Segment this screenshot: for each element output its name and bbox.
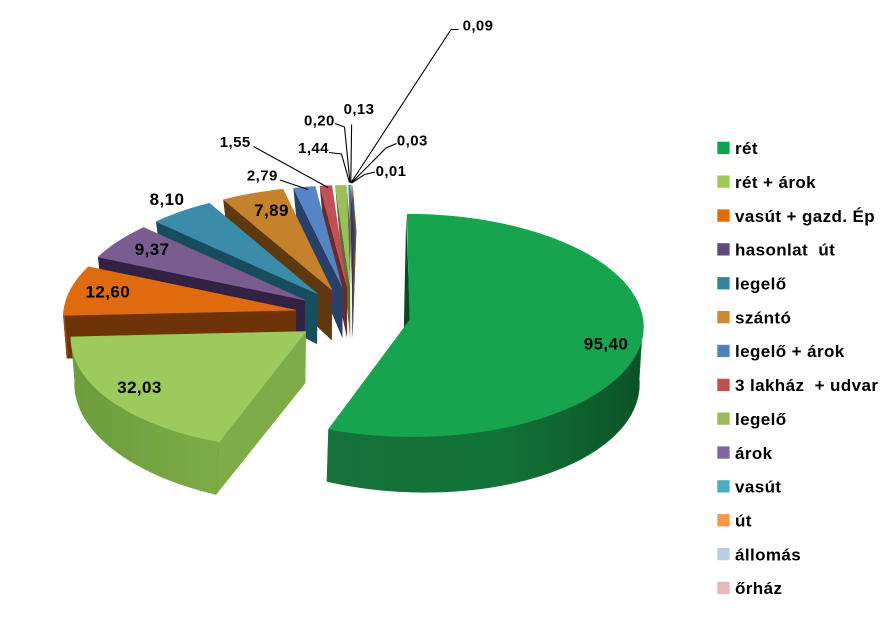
svg-text:vasút: vasút — [735, 478, 781, 497]
svg-text:0,01: 0,01 — [376, 163, 407, 180]
svg-text:rét: rét — [735, 139, 758, 158]
svg-text:7,89: 7,89 — [254, 201, 289, 220]
svg-text:8,10: 8,10 — [150, 190, 185, 209]
svg-text:rét + árok: rét + árok — [735, 173, 816, 192]
svg-text:hasonlat út: hasonlat út — [735, 241, 835, 260]
svg-text:út: út — [735, 512, 752, 531]
svg-text:32,03: 32,03 — [117, 378, 162, 397]
svg-text:1,55: 1,55 — [220, 134, 251, 151]
svg-text:9,37: 9,37 — [135, 240, 170, 259]
svg-text:0,20: 0,20 — [304, 113, 335, 130]
svg-text:12,60: 12,60 — [86, 282, 131, 301]
svg-text:szántó: szántó — [735, 308, 791, 327]
svg-text:2,79: 2,79 — [247, 168, 278, 185]
svg-text:vasút + gazd. Ép: vasút + gazd. Ép — [735, 207, 875, 226]
svg-text:1,44: 1,44 — [298, 140, 329, 157]
svg-text:állomás: állomás — [735, 545, 801, 564]
svg-text:3 lakház + udvar: 3 lakház + udvar — [735, 376, 878, 395]
svg-text:árok: árok — [735, 444, 773, 463]
svg-text:0,09: 0,09 — [463, 18, 494, 35]
svg-text:legelő: legelő — [735, 275, 787, 294]
svg-text:őrház: őrház — [735, 579, 782, 598]
svg-text:95,40: 95,40 — [584, 334, 629, 353]
svg-text:0,03: 0,03 — [397, 133, 428, 150]
svg-text:0,13: 0,13 — [344, 101, 375, 118]
svg-text:legelő + árok: legelő + árok — [735, 342, 845, 361]
svg-text:legelő: legelő — [735, 410, 787, 429]
